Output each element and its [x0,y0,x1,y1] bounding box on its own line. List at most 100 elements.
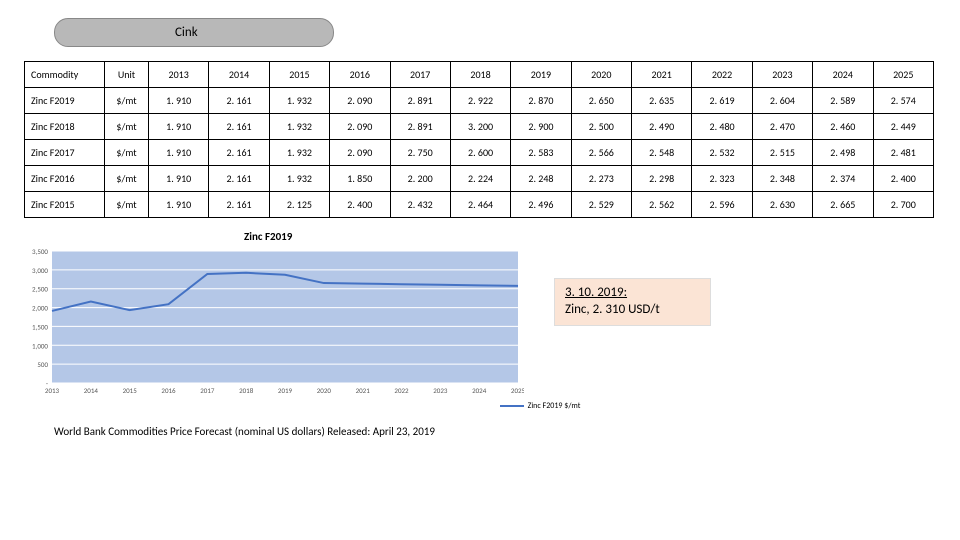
table-cell: 2. 090 [330,114,390,140]
chart-title: Zinc F2019 [244,230,936,243]
table-cell: 2. 090 [330,140,390,166]
chart-legend: Zinc F2019 $/mt [144,401,936,411]
table-cell: 2. 891 [390,114,450,140]
table-cell: 2. 480 [692,114,752,140]
table-cell: 2. 298 [632,166,692,192]
col-header: 2016 [330,62,390,88]
table-cell: 2. 374 [813,166,873,192]
table-row: Zinc F2016$/mt1. 9102. 1611. 9321. 8502.… [25,166,934,192]
forecast-table: CommodityUnit201320142015201620172018201… [24,61,934,218]
table-cell: 2. 161 [209,140,269,166]
table-cell: 2. 161 [209,166,269,192]
table-row: Zinc F2017$/mt1. 9102. 1611. 9322. 0902.… [25,140,934,166]
table-cell: 2. 496 [511,192,571,218]
table-cell: 2. 125 [269,192,329,218]
col-header: 2019 [511,62,571,88]
table-cell: 2. 922 [450,88,510,114]
table-cell: 1. 910 [149,192,209,218]
table-cell: 2. 650 [571,88,631,114]
table-cell: 2. 470 [752,114,812,140]
table-cell: 2. 161 [209,88,269,114]
svg-text:3,500: 3,500 [32,247,48,256]
table-cell: 2. 630 [752,192,812,218]
svg-text:2016: 2016 [161,386,176,395]
table-cell: 2. 870 [511,88,571,114]
table-cell: 3. 200 [450,114,510,140]
svg-text:2019: 2019 [278,386,293,395]
table-cell: 2. 224 [450,166,510,192]
svg-text:2024: 2024 [472,386,487,395]
table-cell: 2. 562 [632,192,692,218]
table-cell: 2. 481 [873,140,934,166]
table-cell: 1. 932 [269,88,329,114]
table-cell: Zinc F2018 [25,114,105,140]
svg-text:2,500: 2,500 [32,285,48,294]
col-header: 2021 [632,62,692,88]
callout-date: 3. 10. 2019: [565,285,660,302]
svg-text:2020: 2020 [317,386,332,395]
svg-text:2,000: 2,000 [32,304,48,313]
table-cell: $/mt [105,88,149,114]
table-cell: $/mt [105,114,149,140]
svg-text:2025: 2025 [511,386,524,395]
zinc-line-chart: -5001,0001,5002,0002,5003,0003,500201320… [24,247,524,397]
table-cell: 2. 090 [330,88,390,114]
table-cell: $/mt [105,166,149,192]
table-cell: 2. 161 [209,114,269,140]
svg-text:2015: 2015 [123,386,138,395]
svg-text:500: 500 [37,360,48,369]
col-header: 2013 [149,62,209,88]
table-cell: 2. 574 [873,88,934,114]
table-cell: Zinc F2017 [25,140,105,166]
table-cell: 2. 532 [692,140,752,166]
table-cell: 2. 400 [330,192,390,218]
table-row: Zinc F2019$/mt1. 9102. 1611. 9322. 0902.… [25,88,934,114]
svg-text:1,500: 1,500 [32,322,48,331]
table-cell: 1. 910 [149,88,209,114]
callout-value: Zinc, 2. 310 USD/t [565,302,660,319]
svg-text:2013: 2013 [45,386,60,395]
col-header: 2022 [692,62,752,88]
svg-text:2023: 2023 [433,386,448,395]
table-cell: 2. 529 [571,192,631,218]
table-cell: 2. 449 [873,114,934,140]
table-row: Zinc F2018$/mt1. 9102. 1611. 9322. 0902.… [25,114,934,140]
col-header: 2017 [390,62,450,88]
price-callout: 3. 10. 2019: Zinc, 2. 310 USD/t [554,278,711,326]
chart-area: Zinc F2019 -5001,0001,5002,0002,5003,000… [24,230,936,411]
table-cell: 2. 900 [511,114,571,140]
col-header: 2014 [209,62,269,88]
table-cell: 2. 248 [511,166,571,192]
col-header: 2020 [571,62,631,88]
col-header: Unit [105,62,149,88]
table-cell: Zinc F2015 [25,192,105,218]
table-cell: 1. 932 [269,140,329,166]
table-cell: 2. 498 [813,140,873,166]
col-header: 2018 [450,62,510,88]
svg-text:2017: 2017 [200,386,215,395]
col-header: 2024 [813,62,873,88]
table-cell: 2. 750 [390,140,450,166]
svg-text:3,000: 3,000 [32,266,48,275]
svg-text:1,000: 1,000 [32,341,48,350]
table-cell: 2. 589 [813,88,873,114]
table-cell: 2. 700 [873,192,934,218]
table-cell: $/mt [105,192,149,218]
table-cell: 2. 548 [632,140,692,166]
table-cell: 2. 566 [571,140,631,166]
svg-text:2022: 2022 [394,386,409,395]
table-cell: 2. 515 [752,140,812,166]
table-cell: 2. 490 [632,114,692,140]
table-cell: 2. 161 [209,192,269,218]
title-pill: Cink [54,18,334,47]
table-cell: 2. 600 [450,140,510,166]
svg-text:2021: 2021 [356,386,371,395]
table-cell: 2. 323 [692,166,752,192]
col-header: 2023 [752,62,812,88]
col-header: 2025 [873,62,934,88]
table-cell: 2. 200 [390,166,450,192]
table-cell: 1. 910 [149,114,209,140]
table-cell: 2. 665 [813,192,873,218]
table-cell: 2. 348 [752,166,812,192]
table-row: Zinc F2015$/mt1. 9102. 1612. 1252. 400 2.… [25,192,934,218]
